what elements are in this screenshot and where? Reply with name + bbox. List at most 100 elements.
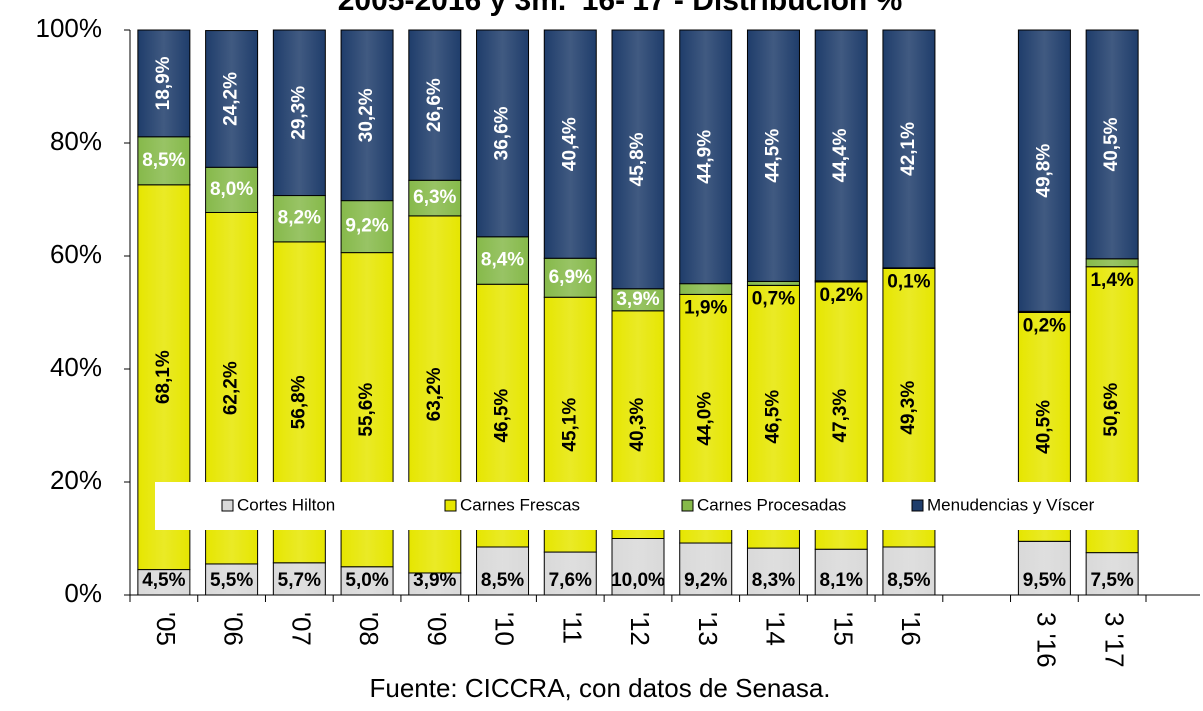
x-tick-label: 3 '16 xyxy=(1032,612,1062,668)
data-label: 0,7% xyxy=(752,288,795,309)
x-tick-label: '08 xyxy=(354,612,384,646)
data-label: 9,5% xyxy=(1023,570,1066,591)
data-label: 1,9% xyxy=(684,297,727,318)
y-tick-label: 80% xyxy=(50,126,102,156)
chart-title: 2005-2016 y 3m. '16-'17 - Distribución % xyxy=(338,0,903,17)
bar-segment xyxy=(746,29,800,282)
bar-segment xyxy=(679,29,733,285)
y-tick-label: 100% xyxy=(36,13,103,43)
y-tick-label: 0% xyxy=(64,578,102,608)
data-label: 3,9% xyxy=(413,570,456,591)
legend-swatch xyxy=(221,499,234,512)
x-tick-label: '05 xyxy=(151,612,181,646)
x-tick-label: '09 xyxy=(422,612,452,646)
data-label: 30,2% xyxy=(356,88,377,142)
bar-segment xyxy=(408,179,462,217)
data-label: 62,2% xyxy=(221,361,242,415)
source: Fuente: CICCRA, con datos de Senasa. xyxy=(369,673,830,703)
x-tick-label: '07 xyxy=(286,612,316,646)
bar-segment xyxy=(272,29,326,197)
legend-swatch xyxy=(681,499,694,512)
data-label: 47,3% xyxy=(830,389,851,443)
bar-segment xyxy=(340,29,394,202)
bar-segment xyxy=(476,546,530,596)
x-tick-label: 3 '17 xyxy=(1099,612,1129,668)
bar-segment xyxy=(205,166,259,213)
data-label: 44,4% xyxy=(830,128,851,182)
legend-label: Cortes Hilton xyxy=(237,495,335,514)
y-tick-label: 20% xyxy=(50,465,102,495)
legend-label: Menudencias y Víscer xyxy=(927,495,1095,514)
bar-segment xyxy=(543,551,597,596)
data-label: 0,1% xyxy=(887,271,930,292)
data-label: 10,0% xyxy=(611,570,665,591)
legend-swatch xyxy=(444,499,457,512)
bar-segment xyxy=(205,30,259,168)
data-label: 5,0% xyxy=(345,570,388,591)
legend-label: Carnes Frescas xyxy=(460,495,580,514)
data-label: 44,0% xyxy=(695,392,716,446)
legend-box xyxy=(155,482,1165,530)
data-label: 24,2% xyxy=(221,72,242,126)
data-label: 8,5% xyxy=(481,570,524,591)
bar-segment xyxy=(543,29,597,259)
bar-segment xyxy=(1017,29,1071,312)
data-label: 7,5% xyxy=(1090,570,1133,591)
bar-segment xyxy=(746,547,800,596)
data-label: 49,3% xyxy=(898,381,919,435)
x-tick-label: '10 xyxy=(490,612,520,646)
data-label: 40,4% xyxy=(559,117,580,171)
bar-segment xyxy=(476,29,530,238)
data-label: 44,5% xyxy=(762,129,783,183)
x-tick-label: '14 xyxy=(761,612,791,646)
data-label: 3,9% xyxy=(616,289,659,310)
data-label: 46,5% xyxy=(492,389,513,443)
data-label: 7,6% xyxy=(549,570,592,591)
x-tick-label: '15 xyxy=(828,612,858,646)
data-label: 26,6% xyxy=(424,78,445,132)
data-label: 56,8% xyxy=(288,375,309,429)
data-label: 46,5% xyxy=(762,390,783,444)
data-label: 1,4% xyxy=(1090,270,1133,291)
bar-segment xyxy=(882,546,936,596)
data-label: 55,6% xyxy=(356,383,377,437)
data-label: 4,5% xyxy=(142,570,185,591)
data-label: 5,5% xyxy=(210,570,253,591)
bar-segment xyxy=(1085,552,1139,596)
bar-segment xyxy=(408,29,462,181)
bar-segment xyxy=(611,29,665,290)
data-label: 5,7% xyxy=(278,570,321,591)
data-label: 36,6% xyxy=(492,106,513,160)
data-label: 29,3% xyxy=(288,86,309,140)
x-tick-label: '13 xyxy=(693,612,723,646)
data-label: 8,5% xyxy=(142,150,185,171)
data-label: 45,1% xyxy=(559,398,580,452)
data-label: 9,2% xyxy=(684,570,727,591)
bar-segment xyxy=(746,280,800,286)
x-tick-label: '11 xyxy=(557,612,587,644)
bar-segment xyxy=(1085,29,1139,260)
bar-segment xyxy=(272,562,326,596)
data-label: 68,1% xyxy=(153,350,174,404)
data-label: 6,9% xyxy=(549,267,592,288)
bar-segment xyxy=(679,542,733,596)
bar-segment xyxy=(814,548,868,596)
data-label: 6,3% xyxy=(413,187,456,208)
data-label: 8,5% xyxy=(887,570,930,591)
data-label: 50,6% xyxy=(1101,383,1122,437)
data-label: 40,5% xyxy=(1101,117,1122,171)
y-tick-label: 40% xyxy=(50,352,102,382)
data-label: 0,2% xyxy=(1023,316,1066,337)
bar-segment xyxy=(137,29,191,138)
legend-label: Carnes Procesadas xyxy=(697,495,846,514)
bar-segment xyxy=(1085,258,1139,268)
data-label: 9,2% xyxy=(345,216,388,237)
data-label: 49,8% xyxy=(1033,144,1054,198)
data-label: 8,4% xyxy=(481,250,524,271)
x-tick-label: '06 xyxy=(219,612,249,646)
data-label: 45,8% xyxy=(627,132,648,186)
y-tick-label: 60% xyxy=(50,239,102,269)
data-label: 40,5% xyxy=(1033,400,1054,454)
bar-segment xyxy=(679,283,733,295)
